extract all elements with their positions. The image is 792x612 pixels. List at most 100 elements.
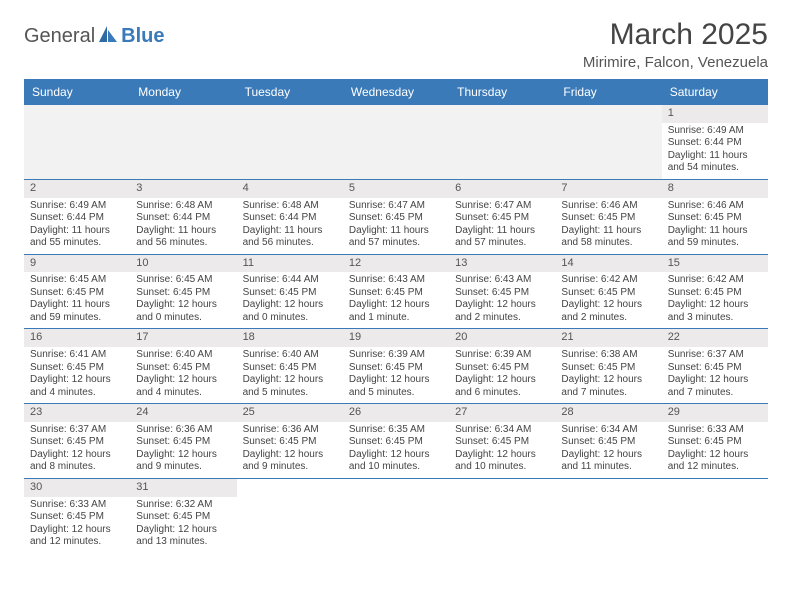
day-number: 19	[343, 329, 449, 347]
daylight-text: and 4 minutes.	[30, 387, 124, 400]
day-cell: 15Sunrise: 6:42 AMSunset: 6:45 PMDayligh…	[662, 255, 768, 329]
sunrise-text: Sunrise: 6:45 AM	[136, 274, 230, 287]
day-number: 20	[449, 329, 555, 347]
calendar-grid: Sunday Monday Tuesday Wednesday Thursday…	[24, 79, 768, 553]
day-cell: 5Sunrise: 6:47 AMSunset: 6:45 PMDaylight…	[343, 180, 449, 254]
daylight-text: and 54 minutes.	[668, 162, 762, 175]
day-number: 12	[343, 255, 449, 273]
day-cell: 26Sunrise: 6:35 AMSunset: 6:45 PMDayligh…	[343, 404, 449, 478]
day-number: 28	[555, 404, 661, 422]
sunset-text: Sunset: 6:45 PM	[349, 287, 443, 300]
daylight-text: Daylight: 12 hours	[243, 374, 337, 387]
daylight-text: and 6 minutes.	[455, 387, 549, 400]
sunset-text: Sunset: 6:45 PM	[136, 287, 230, 300]
daylight-text: Daylight: 12 hours	[455, 374, 549, 387]
daylight-text: and 5 minutes.	[349, 387, 443, 400]
daylight-text: Daylight: 11 hours	[136, 225, 230, 238]
week-row: 30Sunrise: 6:33 AMSunset: 6:45 PMDayligh…	[24, 479, 768, 553]
location-label: Mirimire, Falcon, Venezuela	[583, 54, 768, 71]
daylight-text: Daylight: 12 hours	[561, 374, 655, 387]
empty-cell	[449, 105, 555, 179]
daylight-text: Daylight: 12 hours	[455, 299, 549, 312]
day-number: 22	[662, 329, 768, 347]
sunset-text: Sunset: 6:45 PM	[243, 436, 337, 449]
header: General Blue March 2025 Mirimire, Falcon…	[24, 18, 768, 71]
sunrise-text: Sunrise: 6:38 AM	[561, 349, 655, 362]
week-row: 23Sunrise: 6:37 AMSunset: 6:45 PMDayligh…	[24, 404, 768, 479]
daylight-text: Daylight: 11 hours	[349, 225, 443, 238]
day-cell: 13Sunrise: 6:43 AMSunset: 6:45 PMDayligh…	[449, 255, 555, 329]
daylight-text: Daylight: 11 hours	[30, 299, 124, 312]
sunrise-text: Sunrise: 6:43 AM	[455, 274, 549, 287]
sunrise-text: Sunrise: 6:36 AM	[243, 424, 337, 437]
day-number: 2	[24, 180, 130, 198]
sunset-text: Sunset: 6:45 PM	[455, 212, 549, 225]
empty-cell	[343, 479, 449, 553]
day-number: 23	[24, 404, 130, 422]
day-number: 17	[130, 329, 236, 347]
daylight-text: and 12 minutes.	[30, 536, 124, 549]
day-cell: 2Sunrise: 6:49 AMSunset: 6:44 PMDaylight…	[24, 180, 130, 254]
day-number: 10	[130, 255, 236, 273]
day-number: 7	[555, 180, 661, 198]
daylight-text: Daylight: 12 hours	[349, 374, 443, 387]
sunrise-text: Sunrise: 6:47 AM	[349, 200, 443, 213]
week-row: 2Sunrise: 6:49 AMSunset: 6:44 PMDaylight…	[24, 180, 768, 255]
day-number: 31	[130, 479, 236, 497]
sunrise-text: Sunrise: 6:41 AM	[30, 349, 124, 362]
daylight-text: and 9 minutes.	[136, 461, 230, 474]
sail-icon	[97, 24, 119, 49]
sunset-text: Sunset: 6:44 PM	[30, 212, 124, 225]
sunrise-text: Sunrise: 6:33 AM	[668, 424, 762, 437]
daylight-text: Daylight: 11 hours	[30, 225, 124, 238]
daylight-text: Daylight: 12 hours	[668, 374, 762, 387]
daylight-text: Daylight: 12 hours	[136, 524, 230, 537]
day-cell: 6Sunrise: 6:47 AMSunset: 6:45 PMDaylight…	[449, 180, 555, 254]
day-number: 1	[662, 105, 768, 123]
weekday-header: Sunday	[24, 79, 130, 105]
daylight-text: and 10 minutes.	[455, 461, 549, 474]
sunrise-text: Sunrise: 6:37 AM	[30, 424, 124, 437]
day-number: 26	[343, 404, 449, 422]
day-cell: 25Sunrise: 6:36 AMSunset: 6:45 PMDayligh…	[237, 404, 343, 478]
sunrise-text: Sunrise: 6:43 AM	[349, 274, 443, 287]
sunrise-text: Sunrise: 6:35 AM	[349, 424, 443, 437]
day-cell: 18Sunrise: 6:40 AMSunset: 6:45 PMDayligh…	[237, 329, 343, 403]
empty-cell	[343, 105, 449, 179]
daylight-text: and 57 minutes.	[349, 237, 443, 250]
day-number: 8	[662, 180, 768, 198]
day-cell: 27Sunrise: 6:34 AMSunset: 6:45 PMDayligh…	[449, 404, 555, 478]
day-cell: 24Sunrise: 6:36 AMSunset: 6:45 PMDayligh…	[130, 404, 236, 478]
sunrise-text: Sunrise: 6:49 AM	[668, 125, 762, 138]
brand-name-b: Blue	[121, 25, 164, 48]
daylight-text: Daylight: 12 hours	[136, 374, 230, 387]
day-cell: 10Sunrise: 6:45 AMSunset: 6:45 PMDayligh…	[130, 255, 236, 329]
sunset-text: Sunset: 6:45 PM	[243, 362, 337, 375]
day-cell: 11Sunrise: 6:44 AMSunset: 6:45 PMDayligh…	[237, 255, 343, 329]
sunrise-text: Sunrise: 6:32 AM	[136, 499, 230, 512]
day-cell: 3Sunrise: 6:48 AMSunset: 6:44 PMDaylight…	[130, 180, 236, 254]
day-number: 18	[237, 329, 343, 347]
sunrise-text: Sunrise: 6:45 AM	[30, 274, 124, 287]
daylight-text: and 13 minutes.	[136, 536, 230, 549]
weekday-header-row: Sunday Monday Tuesday Wednesday Thursday…	[24, 79, 768, 105]
day-cell: 31 Sunrise: 6:32 AMSunset: 6:45 PMDayligh…	[130, 479, 236, 553]
sunset-text: Sunset: 6:45 PM	[455, 362, 549, 375]
day-number: 15	[662, 255, 768, 273]
empty-cell	[449, 479, 555, 553]
daylight-text: Daylight: 12 hours	[349, 299, 443, 312]
weekday-header: Wednesday	[343, 79, 449, 105]
daylight-text: and 0 minutes.	[136, 312, 230, 325]
day-cell: 12Sunrise: 6:43 AMSunset: 6:45 PMDayligh…	[343, 255, 449, 329]
sunrise-text: Sunrise: 6:37 AM	[668, 349, 762, 362]
day-number: 4	[237, 180, 343, 198]
day-number: 29	[662, 404, 768, 422]
sunset-text: Sunset: 6:44 PM	[668, 137, 762, 150]
day-number: 3	[130, 180, 236, 198]
daylight-text: and 8 minutes.	[30, 461, 124, 474]
day-cell: 28Sunrise: 6:34 AMSunset: 6:45 PMDayligh…	[555, 404, 661, 478]
sunset-text: Sunset: 6:45 PM	[136, 511, 230, 524]
weekday-header: Saturday	[662, 79, 768, 105]
weeks-container: 1Sunrise: 6:49 AMSunset: 6:44 PMDaylight…	[24, 105, 768, 553]
empty-cell	[237, 105, 343, 179]
